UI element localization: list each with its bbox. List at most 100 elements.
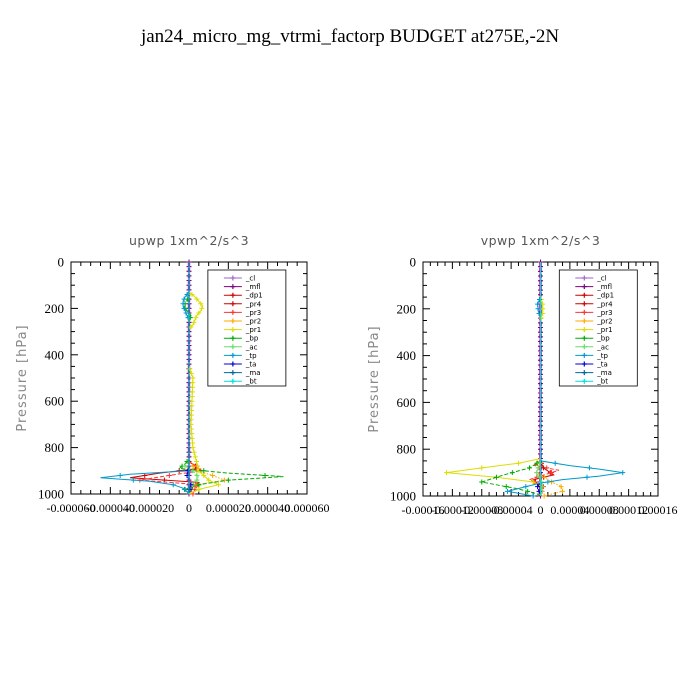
series-line-tp (100, 262, 190, 495)
legend-label: _pr4 (596, 300, 613, 308)
legend-label: _ta (245, 361, 257, 369)
y-tick-label: 0 (410, 255, 417, 270)
legend-marker (581, 361, 587, 367)
series-marker-pr1 (540, 306, 546, 312)
legend-label: _pr2 (245, 318, 261, 326)
series-marker-pr1 (191, 319, 197, 325)
legend-marker (581, 292, 587, 298)
x-tick-label: 0.00012 (609, 503, 648, 517)
series-marker-pr1 (196, 310, 202, 316)
series-marker-ac (190, 468, 196, 474)
x-tick-label: -0.000060 (47, 501, 96, 515)
series-marker-pr1 (194, 296, 200, 302)
series-marker-ta (535, 484, 541, 490)
series-line-bp (481, 262, 541, 497)
series-marker-tp (535, 301, 541, 307)
chart-title: vpwp 1xm^2/s^3 (481, 233, 601, 248)
legend-marker (230, 301, 236, 307)
legend-label: _mfl (245, 283, 261, 291)
y-tick-label: 1000 (390, 489, 416, 504)
series-marker-tp (537, 296, 543, 302)
series-marker-tp (183, 310, 189, 316)
legend-marker (581, 318, 587, 324)
x-tick-label: -0.00016 (402, 503, 445, 517)
legend-label: _bt (245, 378, 257, 386)
legend-label: _dp1 (596, 292, 614, 300)
legend-label: _ac (245, 343, 258, 351)
series-marker-tp (586, 465, 592, 471)
series-marker-pr1 (206, 477, 212, 483)
series-marker-tp (523, 484, 529, 490)
series-line-pr1 (446, 262, 544, 497)
series-marker-pr1 (530, 479, 536, 485)
y-tick-label: 200 (45, 301, 65, 316)
y-tick-label: 400 (397, 348, 417, 363)
x-tick-label: 0.000020 (206, 501, 251, 515)
legend-marker (230, 292, 236, 298)
series-marker-pr1 (189, 291, 195, 297)
x-tick-label: 0.000060 (285, 501, 330, 515)
series-marker-bp (225, 477, 231, 483)
series-marker-pr1 (187, 366, 193, 372)
series-marker-tp (545, 479, 551, 485)
legend-marker (581, 378, 587, 384)
y-axis-label: Pressure [hPa] (367, 325, 382, 432)
series-marker-ta (187, 486, 193, 492)
series-marker-pr1 (196, 486, 202, 492)
series-marker-pr1 (189, 394, 195, 400)
series-marker-pr1 (515, 460, 521, 466)
series-marker-tp (552, 460, 558, 466)
legend-box (207, 269, 287, 387)
series-marker-pr1 (189, 407, 195, 413)
x-tick-label: -0.000020 (125, 501, 174, 515)
series-marker-pr1 (188, 370, 194, 376)
y-tick-label: 400 (45, 347, 65, 362)
series-marker-pr1 (192, 454, 198, 460)
series-marker-ac (535, 465, 541, 471)
legend-marker (230, 344, 236, 350)
legend-marker (230, 378, 236, 384)
series-marker-pr3 (166, 472, 172, 478)
legend-label: _pr4 (245, 300, 262, 308)
series-marker-pr1 (190, 384, 196, 390)
series-marker-pr1 (201, 472, 207, 478)
series-marker-pr2 (541, 493, 547, 499)
series-marker-pr1 (189, 435, 195, 441)
legend: _cl_mfl_dp1_pr4_pr3_pr2_pr1_bp_ac_tp_ta_… (558, 269, 638, 387)
legend-marker (230, 318, 236, 324)
legend: _cl_mfl_dp1_pr4_pr3_pr2_pr1_bp_ac_tp_ta_… (207, 269, 287, 387)
series-marker-ac (182, 463, 188, 469)
legend-marker (230, 309, 236, 315)
x-tick-label: 0 (186, 501, 192, 515)
series-marker-bp (196, 482, 202, 488)
series-marker-pr1 (191, 449, 197, 455)
series-group (100, 259, 284, 497)
legend-marker (581, 335, 587, 341)
legend-label: _ta (596, 361, 608, 369)
series-marker-pr1 (189, 389, 195, 395)
legend-label: _tp (245, 352, 257, 360)
x-tick-label: 0.000040 (245, 501, 290, 515)
legend-label: _cl (596, 275, 606, 283)
x-tick-label: 0 (538, 503, 544, 517)
series-marker-tp (181, 296, 187, 302)
legend-label: _tp (596, 352, 608, 360)
series-marker-pr1 (190, 445, 196, 451)
legend-marker (581, 370, 587, 376)
series-marker-bp (262, 472, 268, 478)
legend-marker (230, 284, 236, 290)
x-tick-label: -0.00008 (460, 503, 503, 517)
series-marker-ta (185, 468, 191, 474)
legend-marker (581, 275, 587, 281)
series-marker-tp (620, 470, 626, 476)
series-marker-tp (180, 301, 186, 307)
series-marker-bp (201, 468, 207, 474)
series-marker-tp (185, 315, 191, 321)
series-marker-bp (493, 474, 499, 480)
legend-label: _bp (596, 335, 610, 343)
chart-1: upwp 1xm^2/s^3 Pressure [hPa] 0 200 400 600 80… (15, 233, 330, 515)
series-marker-ac (537, 460, 543, 466)
x-tick-label: -0.000040 (86, 501, 135, 515)
series-marker-pr3 (544, 465, 550, 471)
